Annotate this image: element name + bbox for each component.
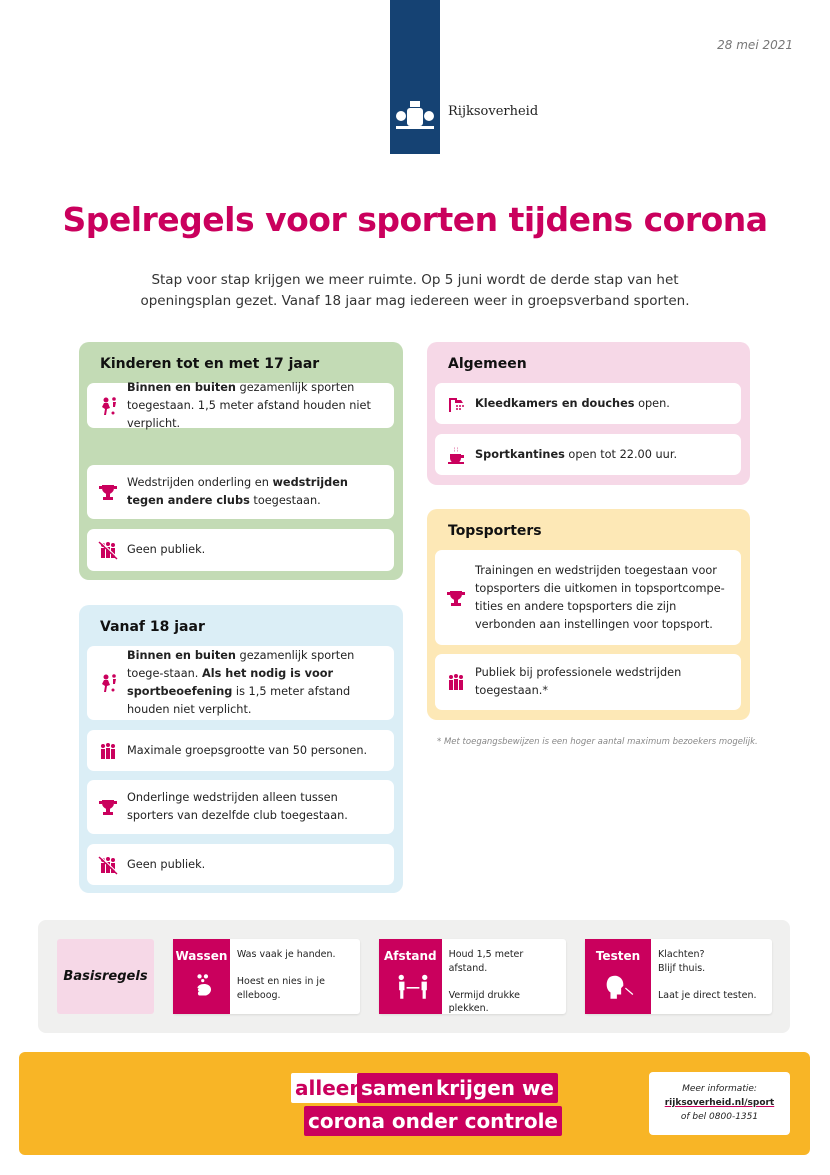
info-box: Meer informatie: rijksoverheid.nl/sport … bbox=[649, 1072, 790, 1135]
rule-card: Trainingen en wedstrijden toegestaan voo… bbox=[435, 550, 741, 645]
basisregel-label: Afstand bbox=[379, 939, 442, 1014]
rule-text-part: Trainingen en wedstrijden toegestaan voo… bbox=[475, 563, 725, 631]
rule-text: Geen publiek. bbox=[127, 856, 205, 874]
rule-text: Wedstrijden onderling en wedstrijden teg… bbox=[127, 474, 384, 510]
coat-of-arms-icon bbox=[396, 101, 434, 129]
rule-card: Geen publiek. bbox=[87, 529, 394, 571]
rule-text: Trainingen en wedstrijden toegestaan voo… bbox=[475, 562, 731, 634]
basisregel-label: Wassen bbox=[173, 939, 230, 1014]
running-kids-icon bbox=[102, 396, 116, 415]
rule-card: Wedstrijden onderling en wedstrijden teg… bbox=[87, 465, 394, 519]
running-people-icon bbox=[102, 674, 116, 692]
test-swab-icon bbox=[606, 975, 634, 999]
rule-text-bold: Sportkantines bbox=[475, 447, 565, 461]
rule-text-part: gezamenlijk sporten toege-staan. bbox=[127, 649, 355, 680]
logo-text: Rijksoverheid bbox=[448, 104, 539, 119]
basisregel-title: Testen bbox=[595, 949, 641, 963]
rule-text: Geen publiek. bbox=[127, 541, 205, 559]
coffee-cup-icon bbox=[448, 446, 464, 464]
rule-text-part: Publiek bij professionele wedstrijden to… bbox=[475, 666, 682, 697]
rule-card: Onderlinge wedstrijden alleen tussen spo… bbox=[87, 780, 394, 834]
rule-text-part: open. bbox=[634, 396, 670, 410]
page-title: Spelregels voor sporten tijdens corona bbox=[62, 200, 768, 239]
basisregel-text: Was vaak je handen. Hoest en nies in je … bbox=[236, 949, 336, 1001]
slogan-word: alleen bbox=[291, 1073, 368, 1103]
rule-text-part: Onderlinge wedstrijden alleen tussen spo… bbox=[127, 791, 348, 822]
rule-card: Binnen en buiten gezamenlijk sporten toe… bbox=[87, 646, 394, 720]
section-title: Topsporters bbox=[448, 523, 542, 539]
rule-text-part: Geen publiek. bbox=[127, 857, 206, 871]
rule-card: Sportkantines open tot 22.00 uur. bbox=[435, 434, 741, 475]
rule-text: Maximale groepsgrootte van 50 personen. bbox=[127, 742, 367, 760]
info-link[interactable]: rijksoverheid.nl/sport bbox=[664, 1098, 775, 1108]
trophy-icon bbox=[99, 485, 117, 500]
info-phone: of bel 0800-1351 bbox=[680, 1112, 759, 1122]
rule-text-bold: Binnen en buiten bbox=[127, 649, 236, 662]
date: 28 mei 2021 bbox=[717, 38, 793, 52]
basisregels-label: Basisregels bbox=[57, 939, 154, 1014]
intro-line: Stap voor stap krijgen we meer ruimte. O… bbox=[151, 272, 679, 288]
logo-bar bbox=[390, 0, 440, 154]
rule-text-part: is 1,5 meter afstand houden niet verplic… bbox=[127, 685, 351, 716]
rule-text-part: open tot 22.00 uur. bbox=[564, 447, 678, 461]
no-audience-icon bbox=[98, 855, 118, 875]
basisregel-testen: Testen Klachten? Blijf thuis. Laat je dir… bbox=[585, 939, 772, 1014]
section-title: Algemeen bbox=[448, 356, 527, 372]
rule-card: Kleedkamers en douches open. bbox=[435, 383, 741, 424]
shower-icon bbox=[449, 397, 464, 412]
rule-text: Publiek bij professionele wedstrijden to… bbox=[475, 664, 731, 700]
rule-text-bold: wedstrijden tegen andere clubs bbox=[127, 476, 348, 507]
basisregel-title: Afstand bbox=[383, 949, 437, 963]
basisregel-afstand: Afstand Houd 1,5 meter afstand. Vermijd d… bbox=[379, 939, 566, 1014]
distance-icon bbox=[398, 974, 428, 999]
rule-text-part: gezamenlijk sporten toegestaan. 1,5 mete… bbox=[127, 380, 371, 430]
footnote: * Met toegangsbewijzen is een hoger aant… bbox=[437, 737, 758, 747]
rule-card: Publiek bij professionele wedstrijden to… bbox=[435, 654, 741, 710]
no-audience-icon bbox=[98, 540, 118, 560]
rule-text: Onderlinge wedstrijden alleen tussen spo… bbox=[127, 789, 384, 825]
rule-text-bold: Als het nodig is voor sportbeoefening bbox=[127, 667, 334, 698]
rule-text-part: Wedstrijden onderling en bbox=[127, 476, 273, 489]
basisregel-text: Houd 1,5 meter afstand. Vermijd drukke p… bbox=[448, 949, 524, 1014]
basisregel-title: Wassen bbox=[175, 949, 228, 963]
info-label: Meer informatie: bbox=[682, 1084, 757, 1094]
rule-text: Binnen en buiten gezamenlijk sporten toe… bbox=[127, 379, 384, 433]
rule-card: Binnen en buiten gezamenlijk sporten toe… bbox=[87, 381, 394, 430]
rule-text-bold: Binnen en buiten bbox=[127, 380, 236, 394]
basisregel-text: Klachten? Blijf thuis. Laat je direct te… bbox=[658, 949, 757, 1001]
trophy-icon bbox=[99, 800, 117, 815]
slogan-word: krijgen we bbox=[432, 1073, 558, 1103]
section-title: Kinderen tot en met 17 jaar bbox=[100, 356, 320, 372]
intro-line: openingsplan gezet. Vanaf 18 jaar mag ie… bbox=[140, 293, 690, 309]
rule-card: Maximale groepsgrootte van 50 personen. bbox=[87, 730, 394, 771]
rule-text: Sportkantines open tot 22.00 uur. bbox=[475, 446, 677, 464]
hand-washing-icon bbox=[197, 974, 212, 996]
rule-text-bold: Kleedkamers en douches bbox=[475, 396, 635, 410]
group-icon bbox=[101, 742, 115, 759]
audience-icon bbox=[449, 674, 463, 690]
slogan-word: corona onder controle bbox=[304, 1106, 562, 1136]
rule-text-part: toegestaan. bbox=[249, 494, 321, 507]
basisregel-wassen: Wassen Was vaak je handen. Hoest en nies … bbox=[173, 939, 360, 1014]
rule-text: Kleedkamers en douches open. bbox=[475, 395, 670, 413]
slogan-word: samen bbox=[357, 1073, 440, 1103]
rule-card: Geen publiek. bbox=[87, 844, 394, 885]
rule-text: Binnen en buiten gezamenlijk sporten toe… bbox=[127, 647, 384, 719]
basisregel-label: Testen bbox=[585, 939, 651, 1014]
intro: Stap voor stap krijgen we meer ruimte. O… bbox=[100, 270, 730, 312]
trophy-icon bbox=[447, 590, 465, 606]
rule-text-part: Maximale groepsgrootte van 50 personen. bbox=[127, 743, 368, 757]
section-title: Vanaf 18 jaar bbox=[100, 619, 205, 635]
rule-text-part: Geen publiek. bbox=[127, 543, 206, 556]
